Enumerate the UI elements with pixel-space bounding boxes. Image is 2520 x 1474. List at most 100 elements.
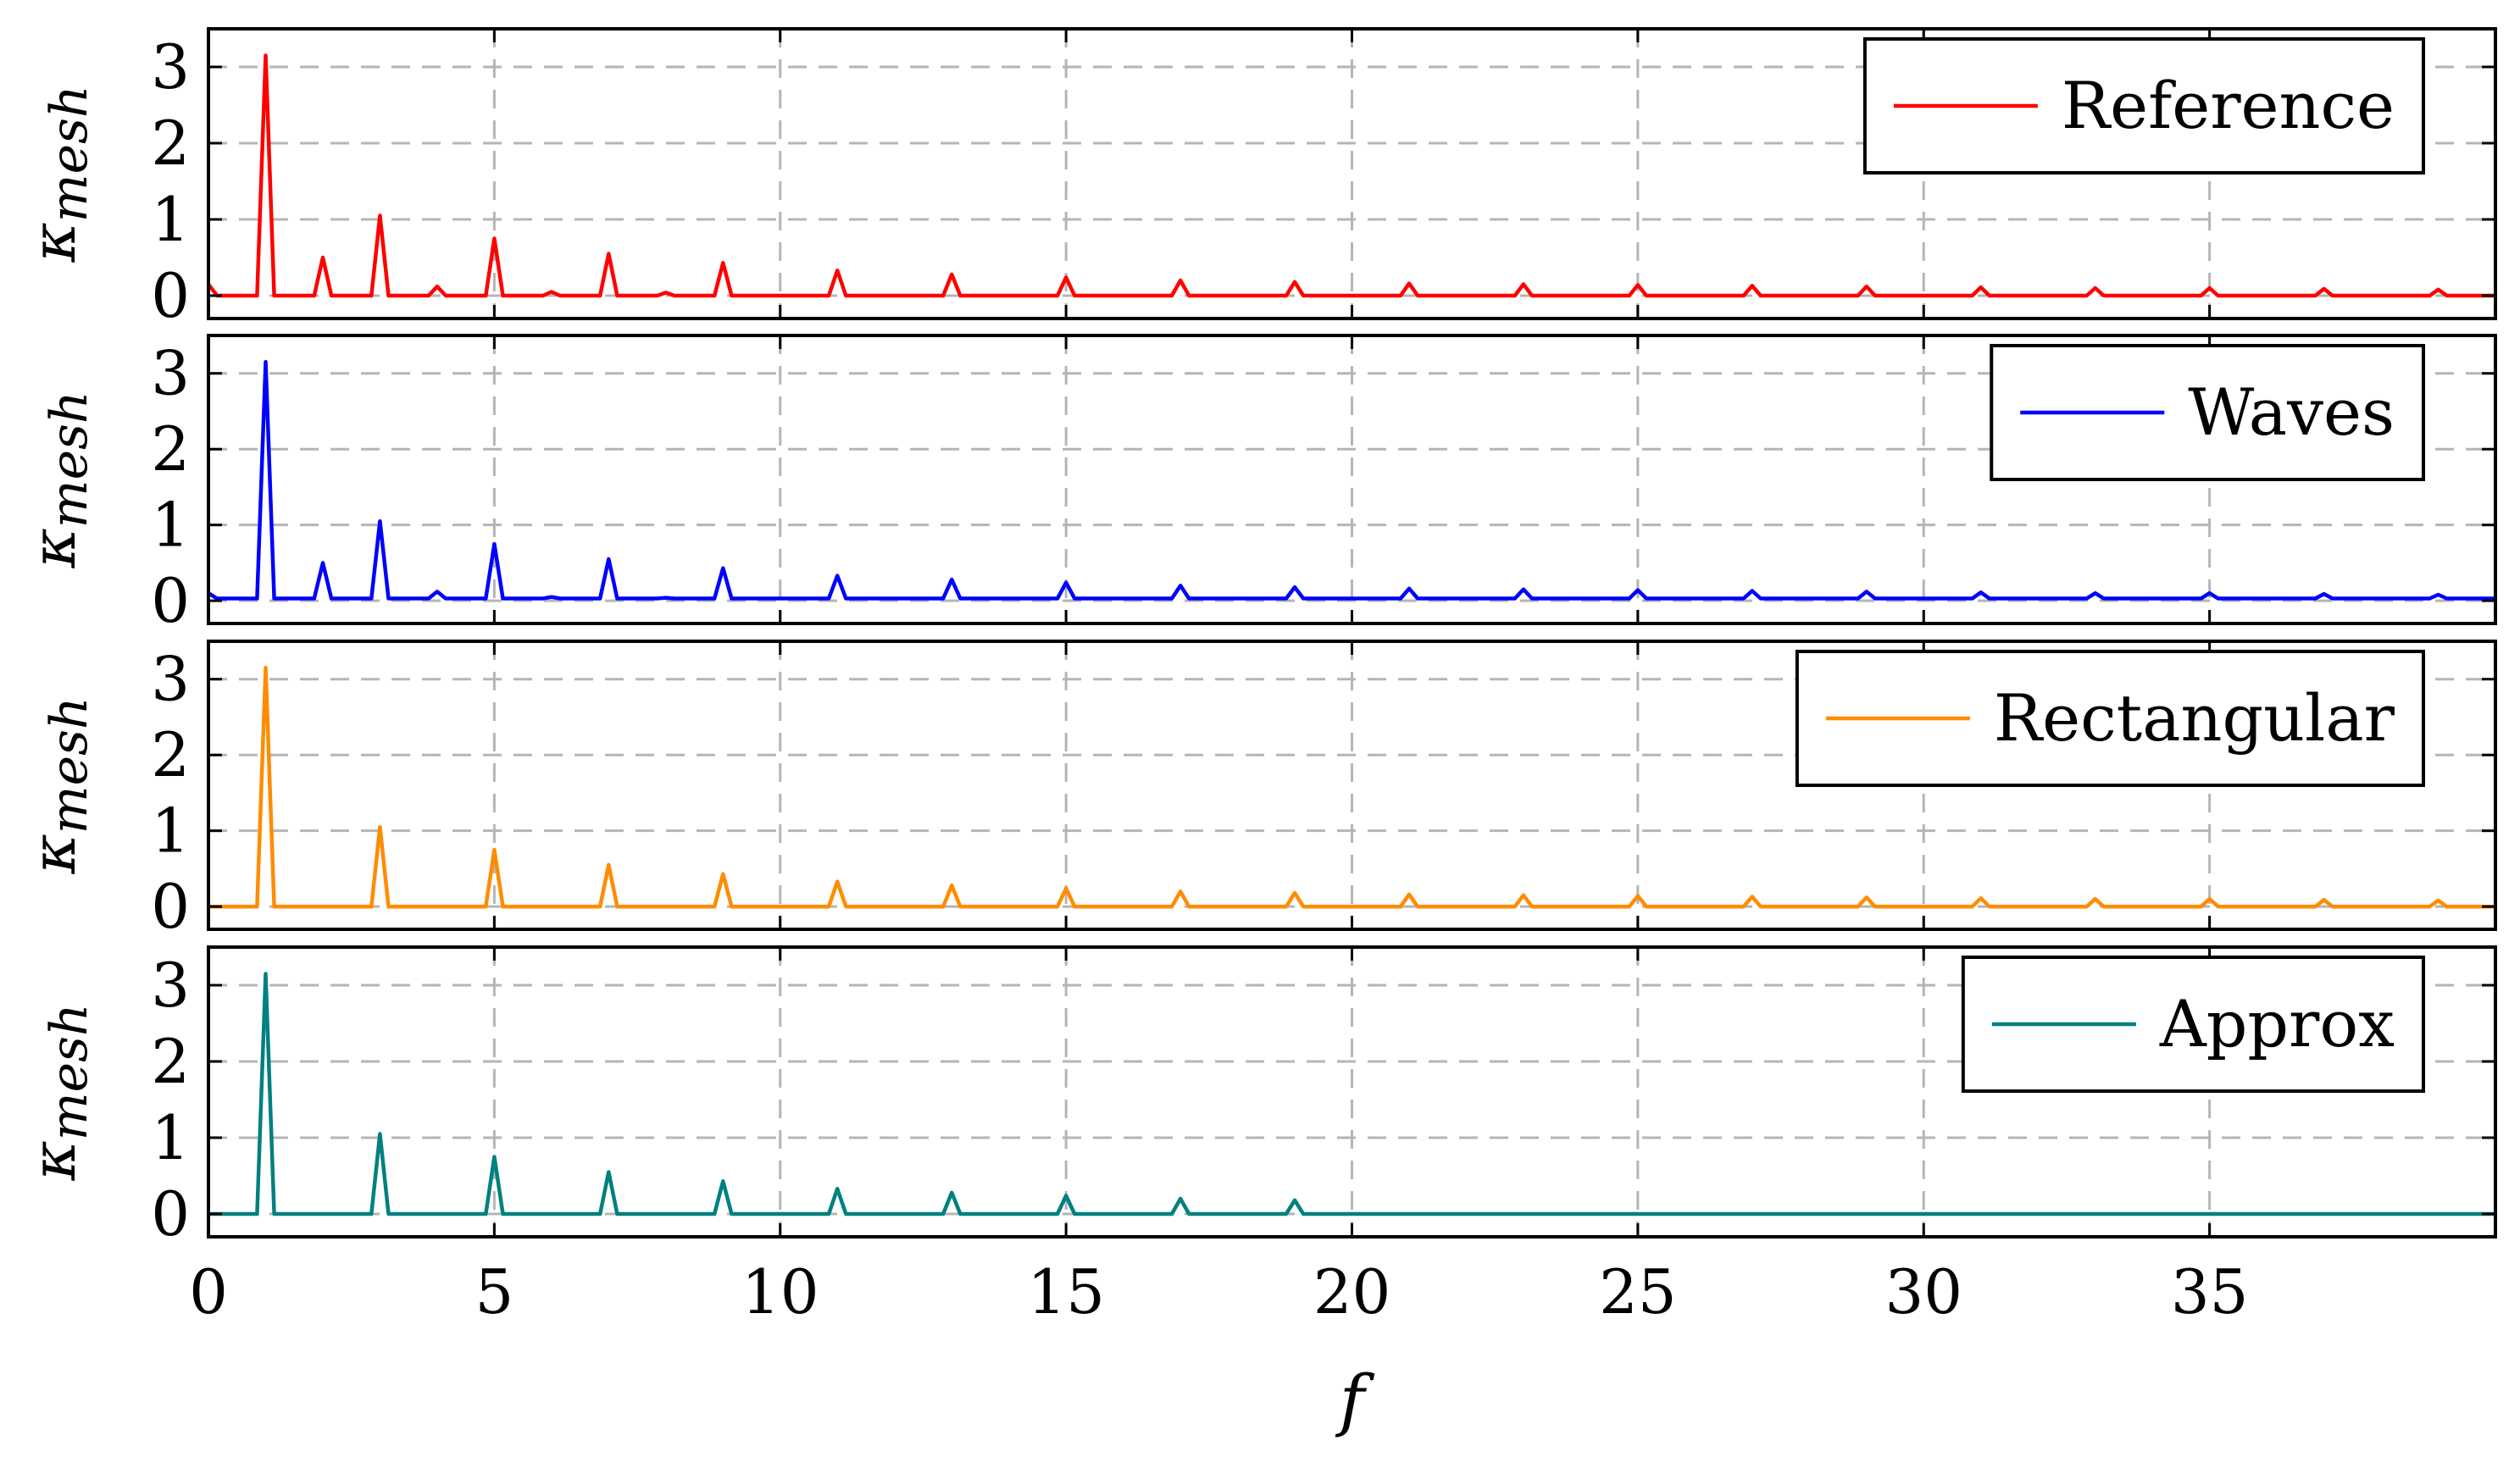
y-axis-label-subscript: mesh xyxy=(40,85,99,222)
y-tick-label: 3 xyxy=(151,644,190,715)
data-point xyxy=(492,542,496,546)
data-point xyxy=(1179,1197,1182,1200)
data-point xyxy=(436,285,439,288)
legend: Waves xyxy=(1990,344,2425,481)
data-point xyxy=(2094,897,2097,900)
data-point xyxy=(950,1191,953,1194)
data-point xyxy=(2323,898,2326,901)
legend: Reference xyxy=(1862,37,2425,175)
data-point xyxy=(1636,589,1640,592)
y-axis-label: κmesh xyxy=(18,85,99,263)
data-point xyxy=(1522,588,1525,591)
x-tick-label: 15 xyxy=(1027,1256,1105,1327)
plot-frame xyxy=(207,640,2497,931)
data-point xyxy=(264,973,267,975)
data-point xyxy=(492,848,496,851)
y-tick-label: 1 xyxy=(151,490,190,561)
data-point xyxy=(1179,279,1182,282)
data-point xyxy=(1064,1194,1068,1197)
data-point xyxy=(321,561,325,564)
y-tick-label: 2 xyxy=(151,719,190,790)
y-tick-label: 1 xyxy=(151,184,190,255)
x-tick-label: 10 xyxy=(741,1256,819,1327)
data-point xyxy=(950,273,953,276)
y-tick-label: 3 xyxy=(151,950,190,1021)
x-tick-label: 5 xyxy=(475,1256,513,1327)
y-tick-label: 0 xyxy=(151,260,190,331)
y-axis-label: κmesh xyxy=(18,696,99,874)
data-point xyxy=(550,596,553,599)
data-point xyxy=(1522,894,1525,897)
data-point xyxy=(264,360,267,363)
plot-frame xyxy=(207,945,2497,1238)
data-point xyxy=(492,237,496,240)
data-point xyxy=(1064,887,1068,890)
data-point xyxy=(2437,593,2440,596)
data-point xyxy=(1064,581,1068,585)
x-tick-label: 20 xyxy=(1313,1256,1391,1327)
data-point xyxy=(664,596,668,600)
y-axis-label-main: κ xyxy=(18,1140,89,1181)
y-tick-label: 3 xyxy=(151,31,190,103)
data-point xyxy=(607,1171,610,1173)
data-point xyxy=(1407,587,1411,590)
data-point xyxy=(1751,284,1754,287)
y-tick-label: 2 xyxy=(151,413,190,485)
data-point xyxy=(835,1187,839,1190)
data-point xyxy=(321,256,325,259)
series-line-rectangular xyxy=(208,666,2495,909)
plot-frame xyxy=(207,27,2497,320)
data-point xyxy=(2437,288,2440,291)
x-tick-label: 30 xyxy=(1884,1256,1962,1327)
data-point xyxy=(2323,287,2326,291)
y-tick-label: 0 xyxy=(151,565,190,636)
y-axis-label-main: κ xyxy=(18,834,89,874)
legend-label: Waves xyxy=(2188,374,2395,450)
data-point xyxy=(1407,893,1411,896)
y-axis-label-subscript: mesh xyxy=(40,696,99,834)
legend: Rectangular xyxy=(1795,650,2425,787)
data-point xyxy=(378,214,381,217)
data-point xyxy=(2094,591,2097,595)
data-point xyxy=(1179,889,1182,893)
data-point xyxy=(607,863,610,867)
data-point xyxy=(664,291,668,294)
data-point xyxy=(607,252,610,255)
data-point xyxy=(378,1133,381,1135)
data-point xyxy=(835,269,839,272)
data-point xyxy=(1865,590,1868,593)
legend: Approx xyxy=(1961,956,2425,1093)
data-point xyxy=(1751,895,1754,899)
data-point xyxy=(2208,591,2212,595)
y-tick-label: 2 xyxy=(151,108,190,179)
y-axis-label-main: κ xyxy=(18,222,89,263)
data-point xyxy=(492,1155,496,1158)
plot-frame xyxy=(207,334,2497,625)
data-point xyxy=(1407,282,1411,285)
data-point xyxy=(721,1179,724,1183)
data-point xyxy=(378,519,381,523)
data-point xyxy=(2208,286,2212,290)
data-point xyxy=(1522,283,1525,285)
x-tick-label: 0 xyxy=(189,1256,228,1327)
data-point xyxy=(1636,895,1640,898)
data-point xyxy=(436,590,439,593)
x-tick-label: 35 xyxy=(2171,1256,2249,1327)
series-line-approx xyxy=(208,972,2495,1216)
x-tick-label: 25 xyxy=(1599,1256,1677,1327)
data-point xyxy=(264,54,267,57)
data-point xyxy=(1293,280,1296,284)
y-axis-label-main: κ xyxy=(18,528,89,568)
y-tick-label: 2 xyxy=(151,1026,190,1097)
data-point xyxy=(721,873,724,876)
data-point xyxy=(1636,283,1640,286)
legend-label: Approx xyxy=(2159,986,2395,1061)
data-point xyxy=(1179,584,1182,587)
legend-label: Reference xyxy=(2062,68,2395,143)
data-point xyxy=(1979,285,1983,289)
data-point xyxy=(607,557,610,561)
